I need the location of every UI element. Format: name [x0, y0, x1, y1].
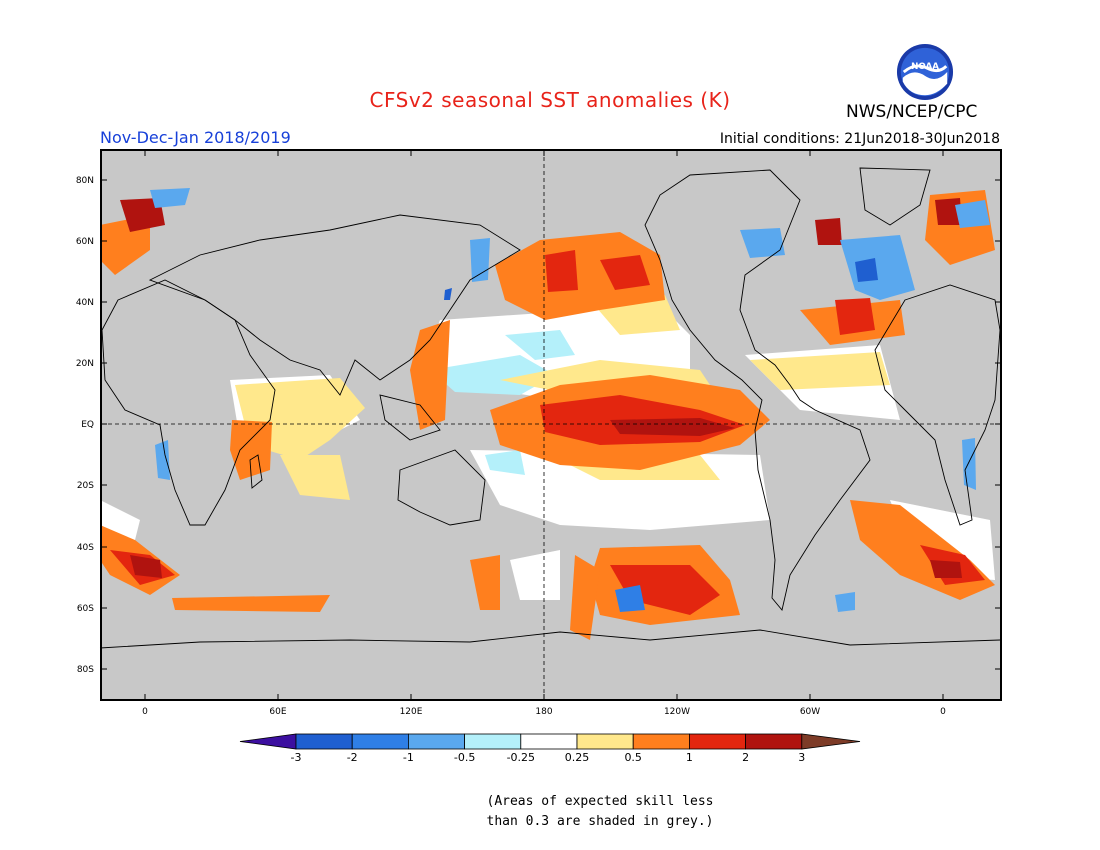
footnote-line-1: (Areas of expected skill less — [486, 794, 714, 809]
colorbar-bin — [351, 733, 409, 750]
lat-label: 80S — [77, 665, 94, 675]
lat-label: 60S — [77, 604, 94, 614]
colorbar-low-arrow — [239, 733, 297, 750]
skill-footnote: (Areas of expected skill less than 0.3 a… — [440, 792, 760, 832]
colorbar-bin — [576, 733, 634, 750]
lat-label: EQ — [81, 420, 94, 430]
footnote-line-2: than 0.3 are shaded in grey.) — [486, 814, 714, 829]
lon-label: 0 — [142, 707, 148, 717]
lat-label: 20N — [76, 359, 94, 369]
latitude-axis: 80N 60N 40N 20N EQ 20S 40S 60S 80S — [76, 176, 1001, 675]
colorbar-bin — [689, 733, 747, 750]
longitude-axis: 0 60E 120E 180 120W 60W 0 — [142, 150, 946, 717]
colorbar: -3 -2 -1 -0.5 -0.25 0.25 0.5 1 2 3 — [239, 733, 861, 764]
lon-label: 0 — [940, 707, 946, 717]
agency-label: NWS/NCEP/CPC — [846, 102, 978, 122]
colorbar-high-arrow — [801, 733, 861, 750]
colorbar-tick-label: -0.5 — [454, 751, 475, 764]
logo-text: NOAA — [911, 62, 939, 72]
forecast-period: Nov-Dec-Jan 2018/2019 — [100, 128, 291, 147]
noaa-logo-icon: NOAA — [896, 43, 954, 101]
initial-conditions: Initial conditions: 21Jun2018-30Jun2018 — [719, 131, 1000, 147]
coastlines — [99, 167, 1001, 649]
lat-label: 20S — [77, 481, 94, 491]
colorbar-bin — [295, 733, 353, 750]
colorbar-bin — [520, 733, 578, 750]
colorbar-tick-label: 0.5 — [624, 751, 642, 764]
lat-label: 40S — [77, 543, 94, 553]
colorbar-tick-label: -3 — [291, 751, 302, 764]
map-frame — [100, 149, 1002, 701]
chart-title: CFSv2 seasonal SST anomalies (K) — [369, 88, 731, 112]
colorbar-bin — [464, 733, 522, 750]
colorbar-tick-label: -2 — [347, 751, 358, 764]
colorbar-tick-label: -0.25 — [507, 751, 535, 764]
colorbar-bin — [407, 733, 465, 750]
lon-label: 180 — [535, 707, 552, 717]
colorbar-bin — [632, 733, 690, 750]
lon-label: 120E — [400, 707, 423, 717]
colorbar-tick-label: -1 — [403, 751, 414, 764]
lat-label: 60N — [76, 237, 94, 247]
lon-label: 120W — [664, 707, 690, 717]
lon-label: 60E — [269, 707, 286, 717]
colorbar-tick-label: 3 — [798, 751, 805, 764]
colorbar-tick-label: 0.25 — [565, 751, 590, 764]
colorbar-bin — [745, 733, 803, 750]
lon-label: 60W — [800, 707, 820, 717]
colorbar-tick-label: 1 — [686, 751, 693, 764]
lat-label: 80N — [76, 176, 94, 186]
anomaly-regions — [100, 188, 995, 640]
colorbar-tick-label: 2 — [742, 751, 749, 764]
lat-label: 40N — [76, 298, 94, 308]
